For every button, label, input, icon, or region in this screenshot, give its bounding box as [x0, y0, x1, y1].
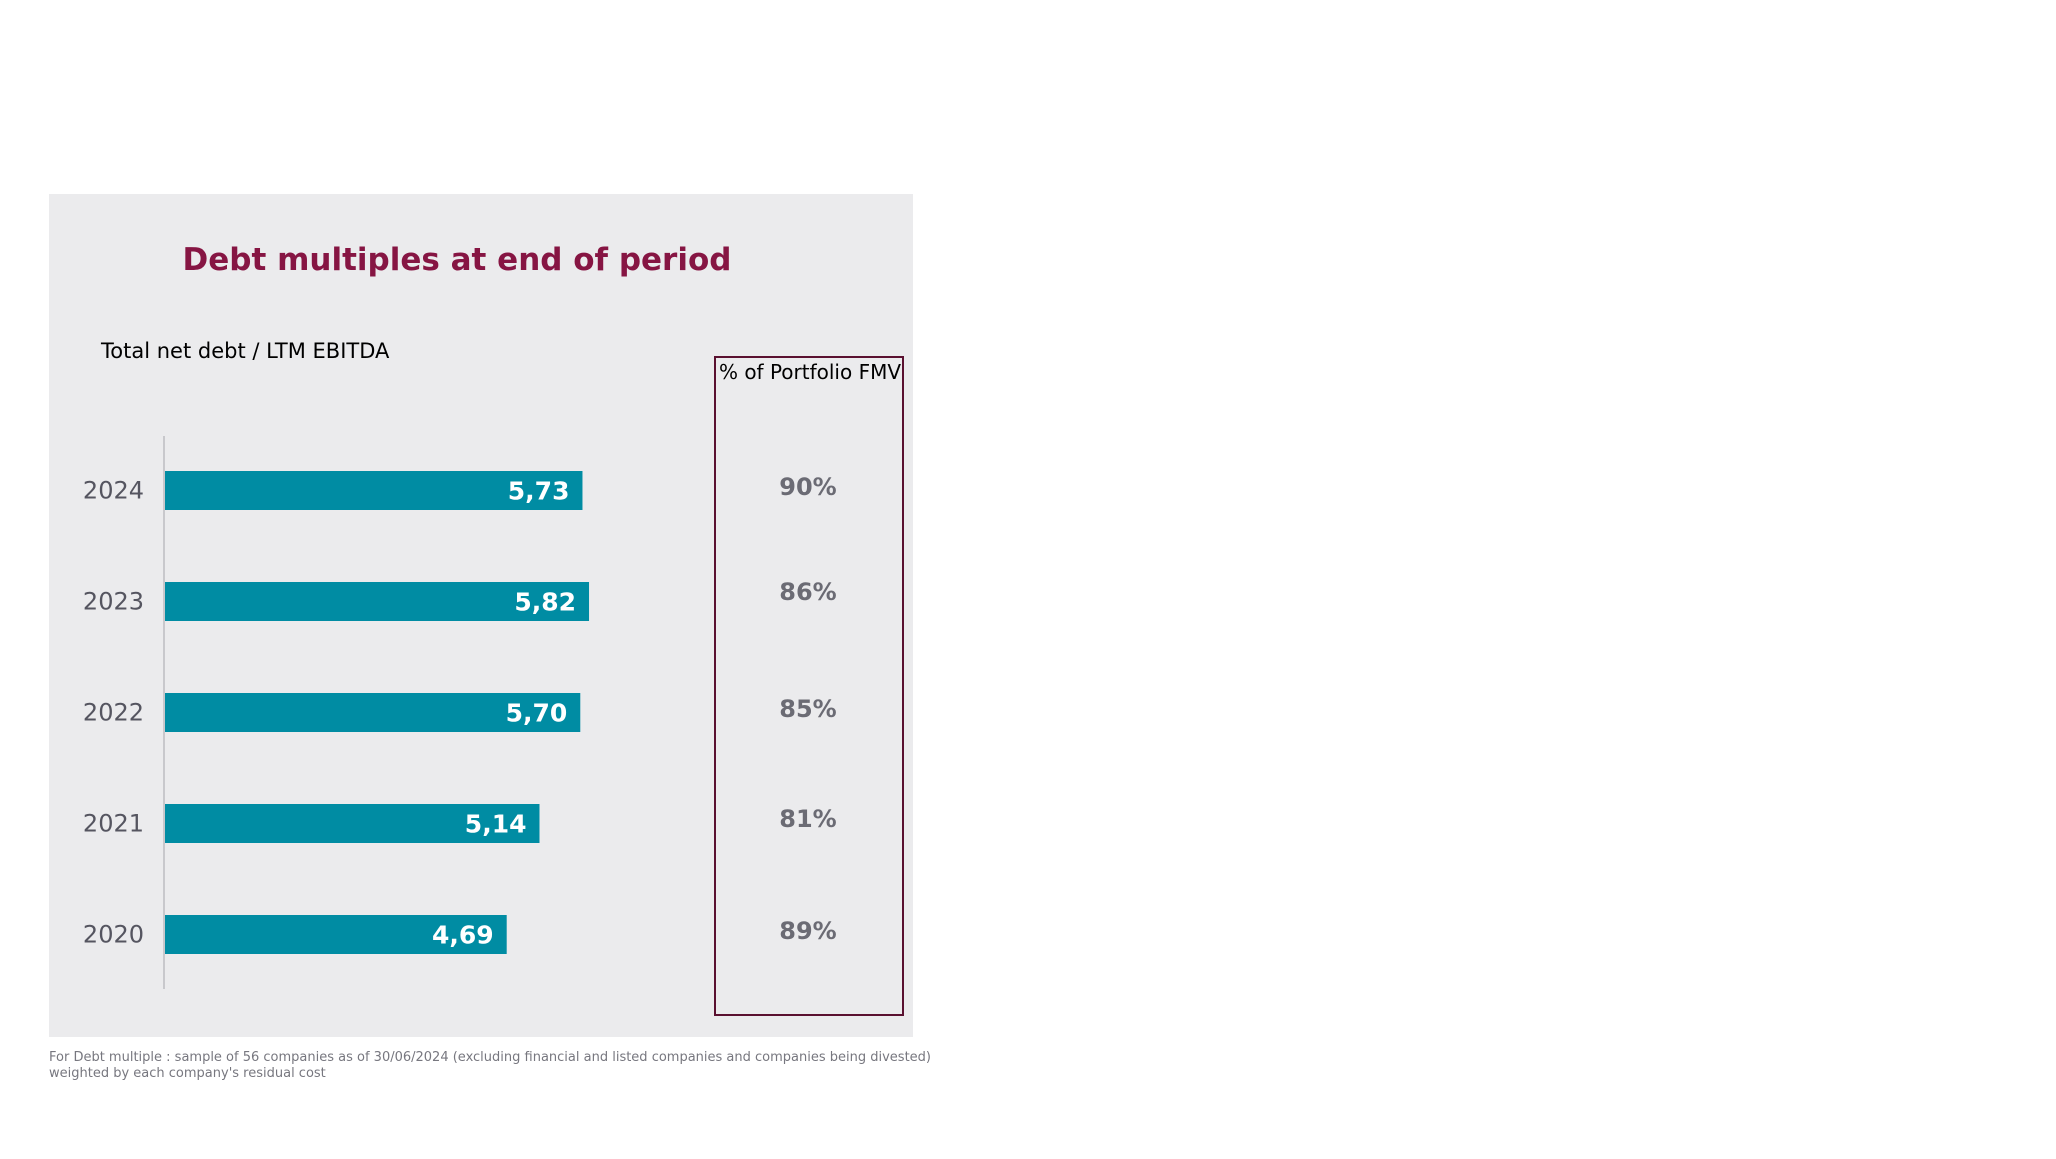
- portfolio-fmv-value-2020: 89%: [779, 917, 837, 945]
- portfolio-fmv-value-2022: 85%: [779, 695, 837, 723]
- portfolio-fmv-value-2021: 81%: [779, 805, 837, 833]
- category-label-2021: 2021: [83, 810, 144, 838]
- portfolio-fmv-header: % of Portfolio FMV: [718, 360, 902, 384]
- value-label-2020: 4,69: [432, 921, 494, 950]
- category-label-2020: 2020: [83, 921, 144, 949]
- bar-2023: [165, 582, 590, 621]
- bar-2020: [165, 915, 507, 954]
- y-axis-caption: Total net debt / LTM EBITDA: [101, 339, 390, 363]
- footnote: For Debt multiple : sample of 56 compani…: [49, 1050, 1009, 1082]
- value-label-2021: 5,14: [465, 810, 527, 839]
- footnote-line-2: weighted by each company's residual cost: [49, 1066, 326, 1081]
- category-label-2024: 2024: [83, 477, 144, 505]
- value-label-2022: 5,70: [506, 699, 568, 728]
- portfolio-fmv-box: % of Portfolio FMV 90% 86% 85% 81% 89%: [714, 356, 904, 1016]
- bar-2024: [165, 471, 583, 510]
- chart-panel: Debt multiples at end of period Total ne…: [49, 194, 913, 1037]
- value-label-2023: 5,82: [514, 588, 576, 617]
- category-label-2023: 2023: [83, 588, 144, 616]
- bar-2022: [165, 693, 581, 732]
- category-label-2022: 2022: [83, 699, 144, 727]
- footnote-line-1: For Debt multiple : sample of 56 compani…: [49, 1050, 931, 1065]
- bar-2021: [165, 804, 540, 843]
- chart-title: Debt multiples at end of period: [182, 242, 732, 278]
- value-label-2024: 5,73: [508, 477, 570, 506]
- portfolio-fmv-value-2024: 90%: [779, 473, 837, 501]
- portfolio-fmv-value-2023: 86%: [779, 578, 837, 606]
- bar-chart: 2024 5,73 2023 5,82 2022 5,70 2021 5,14 2020 4,69: [83, 436, 590, 989]
